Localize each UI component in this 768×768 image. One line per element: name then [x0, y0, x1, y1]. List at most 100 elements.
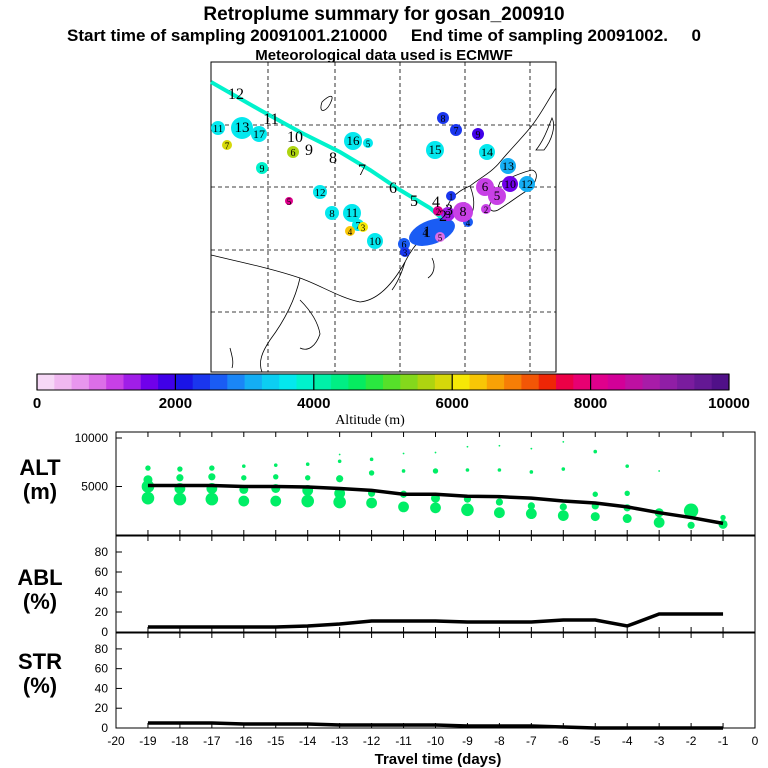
cluster-marker: 6: [398, 238, 410, 251]
x-tick-label: -7: [526, 734, 537, 748]
scatter-point: [529, 470, 534, 474]
cluster-label: 12: [521, 177, 533, 191]
colorbar-swatch: [538, 374, 557, 390]
colorbar-swatch: [417, 374, 436, 390]
cluster-dot: [472, 128, 484, 140]
colorbar-swatch: [54, 374, 73, 390]
scatter-point: [430, 502, 441, 514]
cluster-label: 5: [494, 188, 501, 203]
cluster-label: 3: [445, 209, 451, 221]
cluster-dot: [400, 247, 410, 257]
plume-day-label: 10: [287, 129, 303, 146]
cluster-dot: [363, 138, 373, 148]
cluster-marker: 10: [367, 233, 383, 249]
cluster-marker: 11: [211, 121, 225, 135]
cluster-label: 11: [346, 205, 359, 220]
coastline-hokkaido: [535, 117, 554, 151]
cluster-label: 4: [348, 227, 353, 237]
x-tick-label: -20: [107, 734, 125, 748]
cluster-marker: 8: [325, 206, 339, 220]
scatter-point: [337, 459, 342, 464]
cluster-dot: [433, 206, 443, 216]
x-tick-label: -8: [494, 734, 505, 748]
str-label-text: STR (%): [18, 649, 62, 698]
scatter-point: [301, 494, 315, 508]
coastline-taiwan: [427, 257, 435, 279]
cluster-marker: 11: [343, 204, 361, 222]
abl-panel: 0 20 40 60 80: [95, 535, 756, 639]
cluster-dot: [437, 112, 449, 124]
cluster-dot: [345, 226, 355, 236]
lake-baikal: [320, 95, 333, 111]
scatter-point: [401, 469, 406, 473]
cluster-label: 3: [361, 223, 366, 233]
y-tick-label: 20: [95, 701, 109, 715]
scatter-point: [208, 473, 216, 481]
cluster-dot: [285, 197, 293, 205]
colorbar-tick-label: 0: [33, 395, 41, 412]
scatter-point: [494, 507, 505, 519]
colorbar-tick-label: 4000: [297, 395, 330, 412]
plume-day-label: 1: [423, 224, 431, 241]
cluster-label: 7: [356, 221, 361, 232]
cluster-label: 9: [260, 164, 265, 175]
cluster-label: 13: [502, 159, 514, 173]
scatter-point: [622, 514, 632, 524]
colorbar-swatch: [158, 374, 176, 390]
x-tick-label: -14: [299, 734, 317, 748]
scatter-point: [557, 510, 569, 521]
cluster-marker: 9: [472, 128, 484, 141]
plume-day-label: 8: [329, 150, 337, 167]
series-line: [147, 483, 724, 526]
scatter-point: [720, 514, 726, 521]
plume-day-label: 12: [228, 86, 244, 103]
scatter-point: [495, 498, 503, 506]
scatter-point: [498, 444, 501, 447]
cluster-dot: [287, 146, 299, 158]
cluster-label: 1: [449, 192, 454, 202]
cluster-dot: [426, 141, 444, 159]
colorbar-swatch: [210, 374, 228, 390]
scatter-point: [205, 492, 219, 506]
alt-axis-label: ALT (m): [0, 456, 80, 504]
colorbar-swatch: [365, 374, 384, 390]
cluster-dot: [502, 176, 518, 192]
cluster-label: 10: [504, 177, 516, 191]
cluster-dot: [343, 204, 361, 222]
cluster-marker: 8: [453, 202, 473, 222]
cluster-dot: [251, 126, 267, 142]
colorbar-swatch: [504, 374, 522, 390]
coastline-peninsula: [299, 299, 321, 350]
colorbar-swatch: [227, 374, 246, 390]
y-tick-label: 60: [95, 662, 109, 676]
cluster-marker: 3: [400, 247, 410, 258]
cluster-marker: 4: [345, 226, 355, 237]
cluster-marker: 10: [502, 176, 518, 192]
colorbar-swatch: [659, 374, 678, 390]
colorbar-swatch: [434, 374, 453, 390]
scatter-point: [338, 453, 341, 456]
cluster-label: 7: [454, 126, 459, 137]
panel-frame: [115, 535, 756, 633]
x-tick-label: -9: [462, 734, 473, 748]
scatter-point: [273, 463, 278, 467]
altitude-colorbar: 0 2000 4000 6000 8000 10000: [33, 373, 750, 412]
cluster-marker: 14: [479, 144, 495, 160]
scatter-point: [466, 445, 469, 448]
scatter-point: [562, 440, 565, 443]
cluster-marker: 13: [500, 158, 516, 174]
map-frame: [210, 61, 557, 373]
cluster-dot: [211, 121, 225, 135]
cluster-label: 4: [466, 218, 471, 228]
scatter-point: [497, 468, 502, 472]
colorbar-swatch: [296, 374, 315, 390]
cluster-dot: [344, 132, 362, 150]
x-tick-label: -1: [718, 734, 729, 748]
colorbar-swatch: [175, 374, 194, 390]
colorbar-swatch: [88, 374, 107, 390]
x-tick-label: -12: [363, 734, 381, 748]
scatter-point: [590, 512, 600, 522]
colorbar-swatch: [140, 374, 159, 390]
scatter-point: [527, 502, 535, 510]
